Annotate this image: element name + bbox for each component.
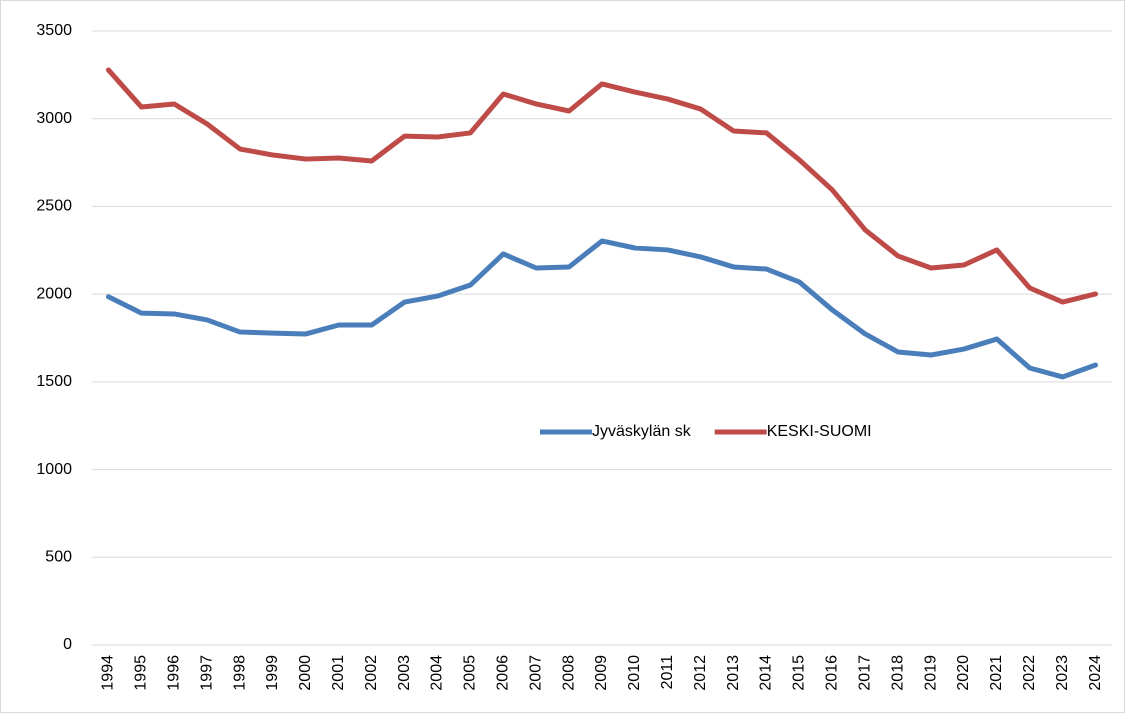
x-tick-label: 2011 bbox=[659, 655, 676, 690]
x-tick-label: 2003 bbox=[396, 655, 413, 691]
x-tick-label: 2016 bbox=[824, 655, 841, 691]
x-tick-label: 2019 bbox=[922, 655, 939, 691]
x-tick-label: 1995 bbox=[133, 655, 150, 691]
x-tick-label: 2015 bbox=[791, 655, 808, 691]
x-tick-label: 1996 bbox=[165, 655, 182, 691]
y-tick-label: 1000 bbox=[36, 461, 72, 478]
y-tick-label: 3500 bbox=[36, 22, 72, 39]
x-tick-label: 2022 bbox=[1021, 655, 1038, 691]
x-tick-label: 2013 bbox=[725, 655, 742, 691]
x-tick-label: 2010 bbox=[626, 655, 643, 691]
x-tick-label: 2001 bbox=[330, 655, 347, 691]
x-tick-label: 2018 bbox=[889, 655, 906, 691]
x-tick-label: 2014 bbox=[758, 655, 775, 691]
legend-label: KESKI-SUOMI bbox=[767, 423, 872, 440]
x-tick-label: 2009 bbox=[593, 655, 610, 691]
x-tick-label: 2017 bbox=[856, 655, 873, 691]
y-tick-label: 0 bbox=[63, 636, 72, 653]
x-tick-label: 1999 bbox=[264, 655, 281, 691]
x-tick-label: 1994 bbox=[100, 655, 117, 691]
x-tick-label: 2024 bbox=[1087, 655, 1104, 691]
x-tick-label: 2021 bbox=[988, 655, 1005, 691]
y-tick-label: 1500 bbox=[36, 373, 72, 390]
x-tick-label: 1997 bbox=[198, 655, 215, 691]
x-tick-label: 2004 bbox=[429, 655, 446, 691]
x-tick-label: 2005 bbox=[462, 655, 479, 691]
y-tick-label: 2500 bbox=[36, 198, 72, 215]
x-tick-label: 2002 bbox=[363, 655, 380, 691]
x-tick-label: 2012 bbox=[692, 655, 709, 691]
series-line bbox=[105, 67, 1099, 305]
x-tick-label: 2023 bbox=[1054, 655, 1071, 691]
series-line bbox=[105, 238, 1099, 380]
legend-label: Jyväskylän sk bbox=[592, 423, 692, 440]
y-tick-label: 2000 bbox=[36, 285, 72, 302]
x-tick-label: 2006 bbox=[495, 655, 512, 691]
x-tick-label: 2000 bbox=[297, 655, 314, 691]
y-tick-label: 3000 bbox=[36, 110, 72, 127]
x-tick-label: 2020 bbox=[955, 655, 972, 691]
x-tick-label: 2008 bbox=[560, 655, 577, 691]
x-tick-label: 2007 bbox=[527, 655, 544, 691]
x-tick-label: 1998 bbox=[231, 655, 248, 691]
y-tick-label: 500 bbox=[45, 549, 72, 566]
